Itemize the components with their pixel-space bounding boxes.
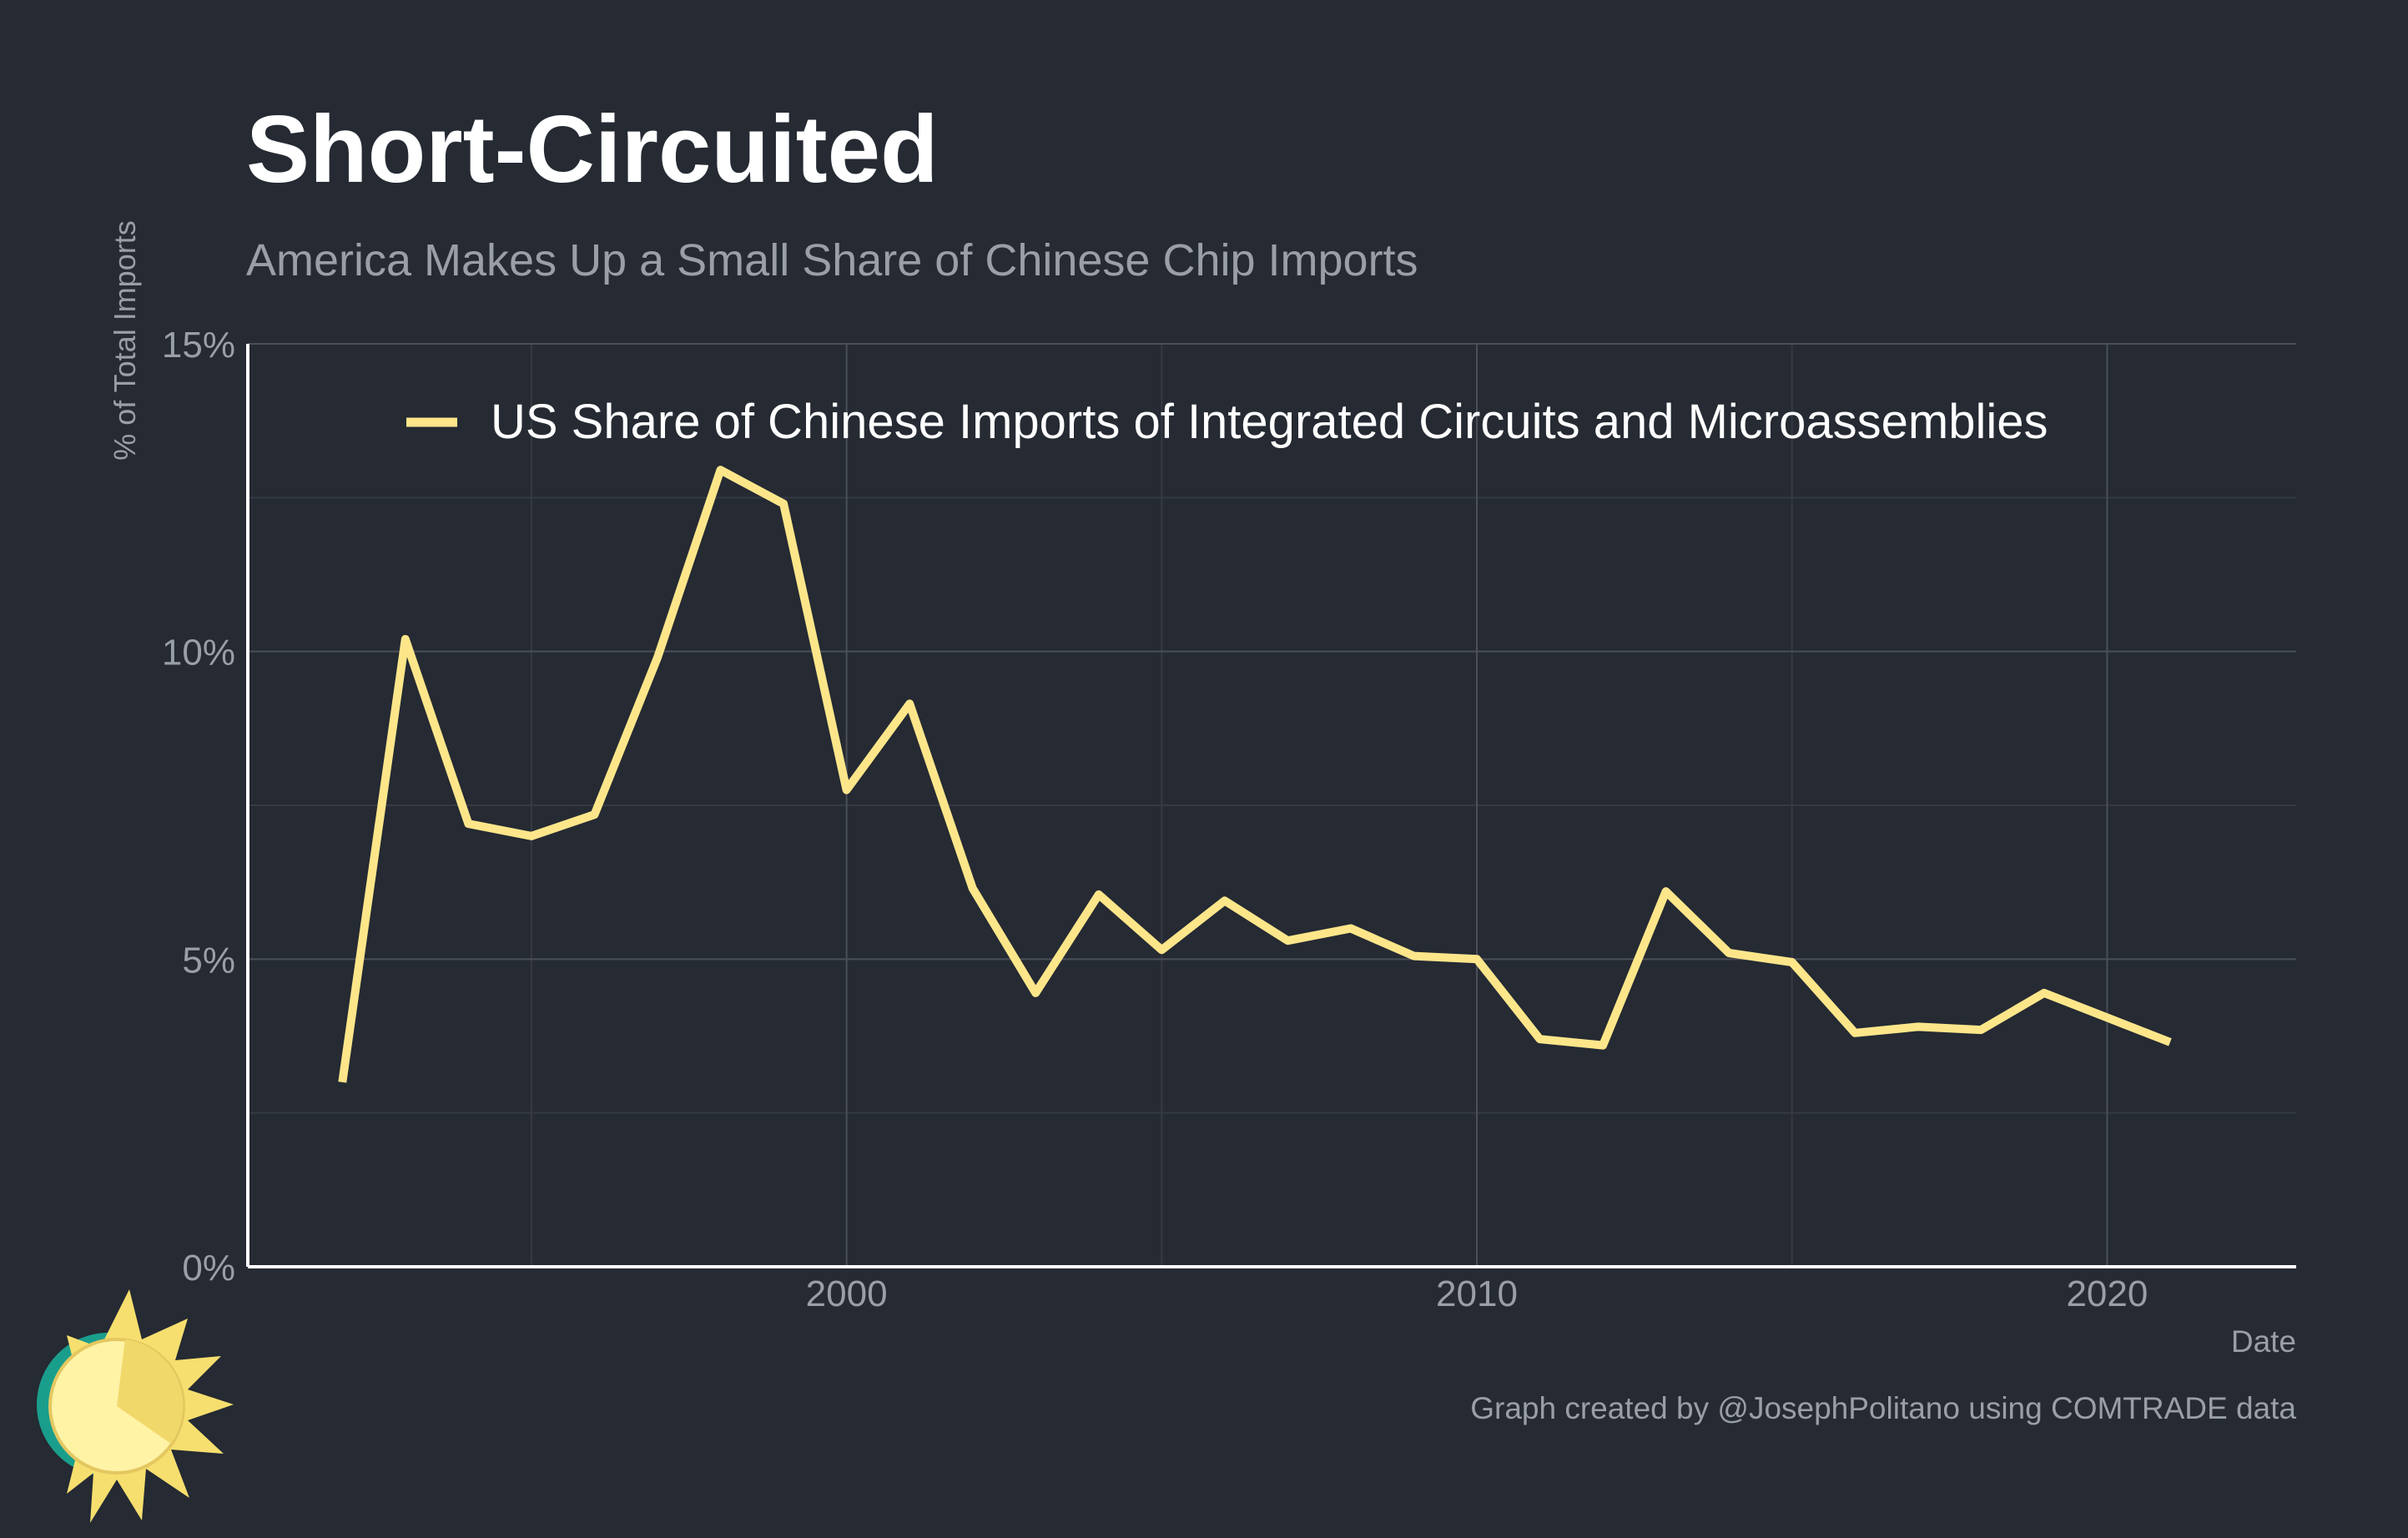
y-tick-label: 5% xyxy=(182,940,235,981)
grid-lines xyxy=(248,343,2296,1268)
sun-logo-icon xyxy=(37,1289,234,1523)
y-tick-label: 10% xyxy=(162,633,235,673)
legend-label: US Share of Chinese Imports of Integrate… xyxy=(491,395,2048,449)
y-axis-label: % of Total Imports xyxy=(108,220,142,460)
chart-caption: Graph created by @JosephPolitano using C… xyxy=(1470,1391,2296,1425)
axes xyxy=(246,344,2296,1268)
chart-title: Short-Circuited xyxy=(246,97,939,203)
chart-subtitle: America Makes Up a Small Share of Chines… xyxy=(246,235,1418,285)
tick-labels: 0% 5% 10% 15% 2000 2010 2020 xyxy=(162,325,2148,1314)
series-layer xyxy=(338,466,2172,1083)
y-tick-label: 15% xyxy=(162,325,235,366)
legend: US Share of Chinese Imports of Integrate… xyxy=(406,395,2048,449)
x-tick-label: 2000 xyxy=(806,1273,888,1314)
y-tick-label: 0% xyxy=(182,1248,235,1288)
x-tick-label: 2010 xyxy=(1436,1273,1518,1314)
x-axis-label: Date xyxy=(2231,1324,2296,1359)
x-tick-label: 2020 xyxy=(2066,1273,2148,1314)
series-line xyxy=(338,466,2172,1083)
